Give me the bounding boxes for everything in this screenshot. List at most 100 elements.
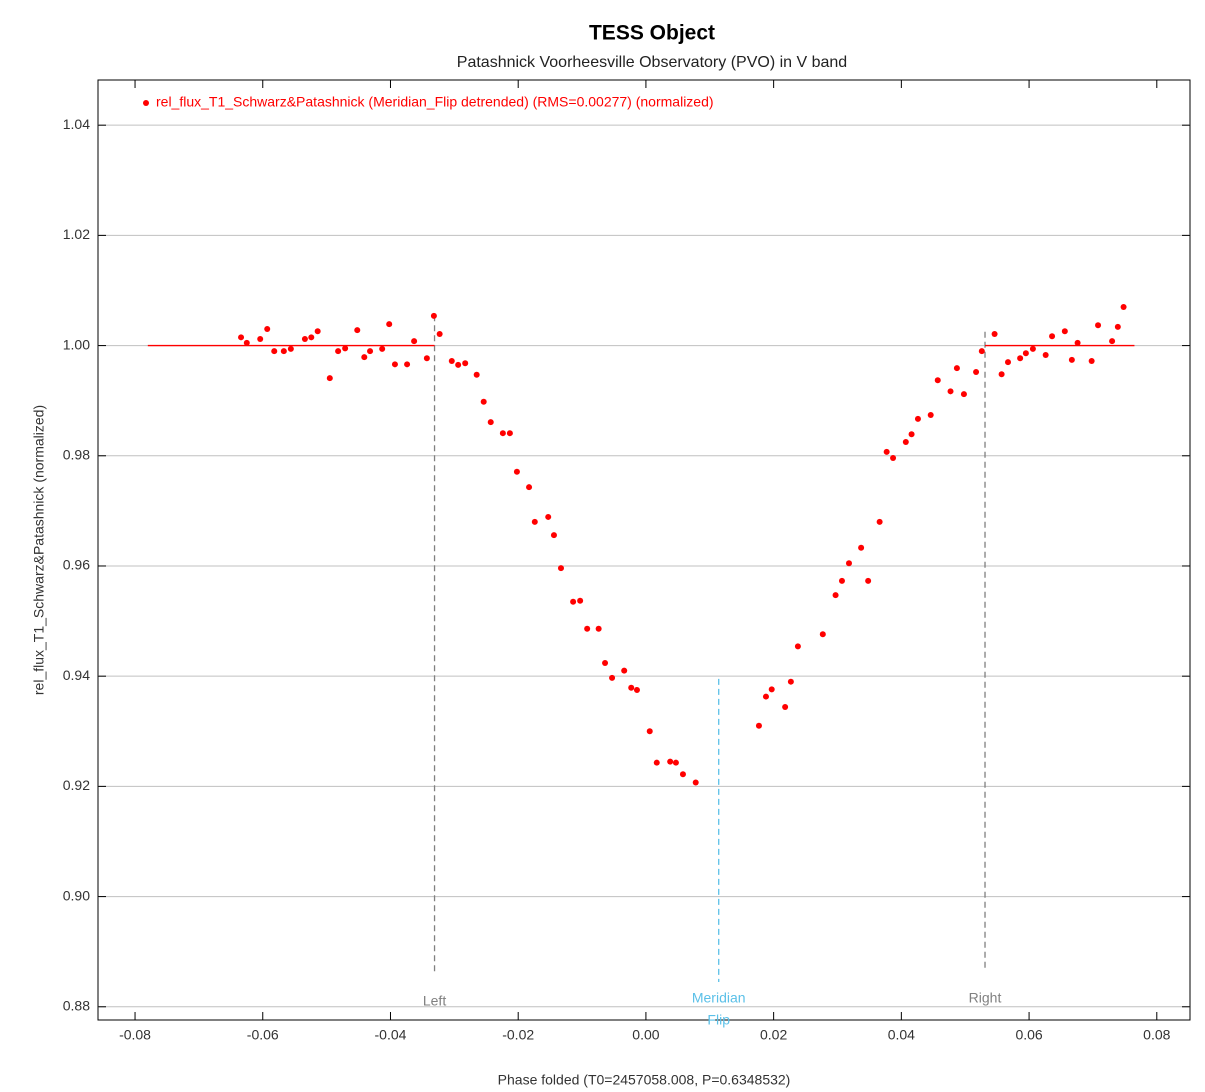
marker-label: Left [423,992,446,1008]
data-point [1109,338,1116,345]
data-point [436,331,443,338]
data-point [430,312,437,319]
data-point [787,678,794,685]
data-point [883,448,890,455]
data-point [1088,358,1095,365]
y-axis-label: rel_flux_T1_Schwarz&Patashnick (normaliz… [31,405,47,695]
x-tick-label: 0.02 [760,1027,787,1043]
data-point [386,321,393,328]
data-point [960,391,967,398]
data-point [487,419,494,426]
y-tick-label: 0.90 [63,887,90,903]
data-point [308,334,315,341]
data-point [1114,323,1121,330]
data-point [280,348,287,355]
data-point [858,544,865,551]
data-point [819,631,826,638]
data-point [621,667,628,674]
x-tick-label: -0.06 [247,1027,279,1043]
data-point [902,439,909,446]
data-point [287,345,294,352]
data-point [301,335,308,342]
data-point [927,412,934,419]
data-point [832,592,839,599]
x-tick-label: -0.02 [502,1027,534,1043]
data-point [609,674,616,681]
data-point [1068,356,1075,363]
data-point [584,625,591,632]
data-point [782,704,789,711]
data-point [845,560,852,567]
data-point [404,361,411,368]
y-tick-label: 0.92 [63,777,90,793]
data-point [876,518,883,525]
marker-label: Right [969,990,1002,1006]
data-point [448,358,455,365]
data-point [1061,328,1068,335]
data-point [794,643,801,650]
x-tick-label: -0.08 [119,1027,151,1043]
data-point [264,326,271,333]
data-point [354,327,361,334]
y-tick-label: 0.88 [63,997,90,1013]
data-point [391,361,398,368]
data-point [1005,359,1011,366]
marker-label: Flip [707,1012,730,1028]
data-point [506,430,513,437]
data-point [973,369,980,376]
data-point [411,338,418,345]
y-tick-label: 0.96 [63,557,90,573]
plot-frame [97,79,1191,1021]
data-point [1017,355,1024,362]
x-tick-label: 0.04 [888,1027,915,1043]
data-point [314,328,321,335]
data-point [762,693,769,700]
data-point [455,361,462,368]
data-point [914,415,921,422]
data-point [692,779,699,786]
data-point [577,597,584,604]
data-point [361,354,368,361]
data-point [865,577,872,584]
x-axis-label: Phase folded (T0=2457058.008, P=0.634853… [498,1072,791,1088]
data-point [646,728,653,735]
data-point [1074,339,1081,346]
data-point [768,686,775,693]
data-point [890,454,897,461]
x-tick-label: -0.04 [375,1027,407,1043]
data-point [628,684,635,691]
data-point [513,468,520,475]
data-point [238,334,245,341]
marker-label: Meridian [692,990,746,1006]
data-point [667,758,674,765]
chart-subtitle: Patashnick Voorheesville Observatory (PV… [457,54,847,71]
y-tick-label: 0.94 [63,667,90,683]
data-point [531,518,538,525]
x-tick-label: 0.06 [1015,1027,1042,1043]
data-point [838,577,845,584]
data-point [672,759,679,766]
data-point [1095,322,1102,329]
data-point [755,722,762,729]
data-point [908,431,915,438]
data-point [633,686,640,693]
chart-title: TESS Object [589,22,715,45]
data-point [271,348,278,355]
data-point [335,348,342,355]
data-point [1022,350,1029,357]
data-point [480,398,487,405]
data-point [1029,345,1036,352]
data-point [462,360,469,367]
data-point [326,375,333,382]
data-point [423,355,430,362]
y-tick-label: 1.02 [63,226,90,242]
data-point [953,365,960,372]
y-tick-label: 1.00 [63,336,90,352]
data-point [379,345,386,352]
data-point [602,659,609,666]
data-point [545,513,552,520]
legend-label: rel_flux_T1_Schwarz&Patashnick (Meridian… [156,94,714,110]
data-point [499,430,506,437]
data-point [947,388,954,395]
